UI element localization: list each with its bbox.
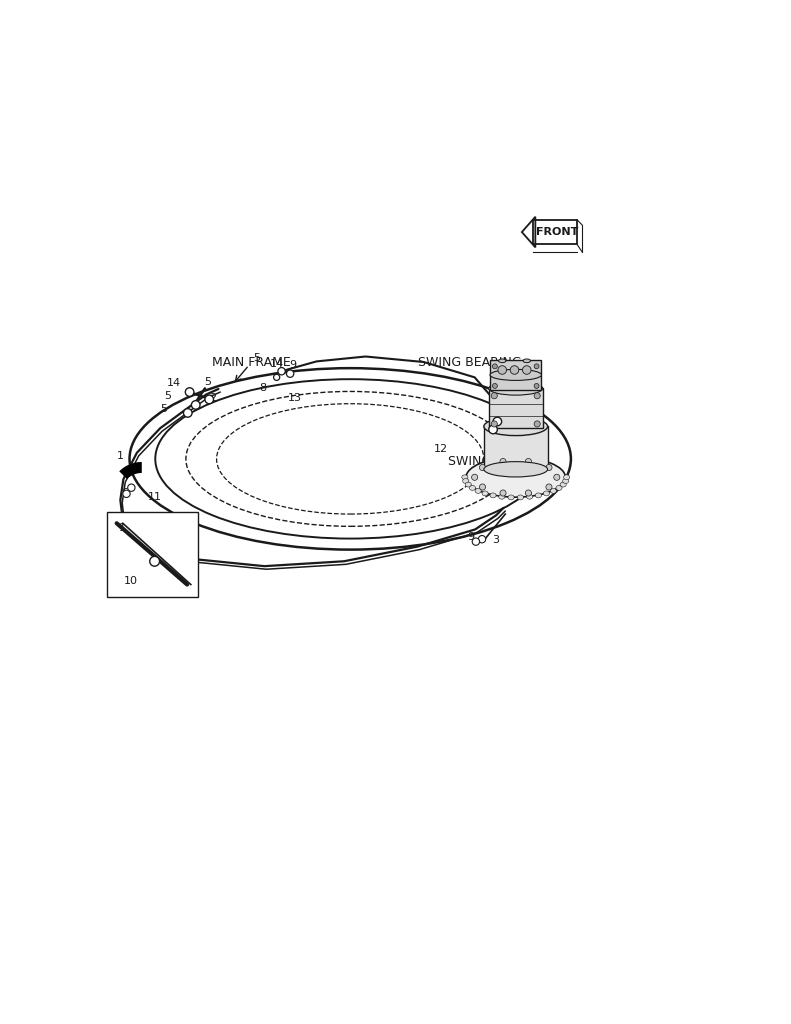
Circle shape <box>493 383 498 388</box>
Text: 6: 6 <box>122 487 129 498</box>
Text: 12: 12 <box>434 444 448 454</box>
Circle shape <box>500 489 506 496</box>
Circle shape <box>123 490 131 498</box>
Circle shape <box>127 484 135 492</box>
Ellipse shape <box>543 490 550 496</box>
Text: SWING BEARING: SWING BEARING <box>418 356 521 369</box>
Circle shape <box>491 392 498 398</box>
Circle shape <box>274 375 280 380</box>
Ellipse shape <box>489 382 543 395</box>
Text: 14: 14 <box>167 379 180 388</box>
Text: 9: 9 <box>467 531 475 542</box>
Circle shape <box>498 366 506 375</box>
Circle shape <box>534 364 539 369</box>
Circle shape <box>149 556 160 566</box>
Text: 11: 11 <box>148 492 162 502</box>
Circle shape <box>491 421 498 427</box>
Ellipse shape <box>536 493 542 498</box>
Circle shape <box>500 459 506 465</box>
Circle shape <box>493 417 501 426</box>
Circle shape <box>472 538 479 546</box>
Text: 5: 5 <box>161 403 168 414</box>
Text: 9: 9 <box>289 360 296 370</box>
Circle shape <box>191 400 200 410</box>
Text: 2: 2 <box>209 392 216 402</box>
Ellipse shape <box>563 475 570 479</box>
Ellipse shape <box>523 359 531 362</box>
Circle shape <box>489 425 498 434</box>
Text: 5: 5 <box>165 391 172 401</box>
Ellipse shape <box>475 488 481 494</box>
Ellipse shape <box>482 490 488 496</box>
Text: SWING DEVICE: SWING DEVICE <box>448 456 541 468</box>
Ellipse shape <box>469 485 475 490</box>
Text: 1: 1 <box>117 451 124 461</box>
Circle shape <box>525 489 532 496</box>
Text: 3: 3 <box>493 536 500 546</box>
Ellipse shape <box>508 495 514 500</box>
FancyBboxPatch shape <box>490 360 542 389</box>
Circle shape <box>185 388 194 396</box>
Text: 1: 1 <box>119 522 127 532</box>
Circle shape <box>534 421 540 427</box>
Text: 14: 14 <box>270 358 284 369</box>
Circle shape <box>546 465 552 471</box>
Circle shape <box>534 392 540 398</box>
Ellipse shape <box>556 485 562 490</box>
FancyBboxPatch shape <box>484 426 547 469</box>
Text: MAIN FRAME: MAIN FRAME <box>211 356 290 369</box>
Circle shape <box>525 459 532 465</box>
Ellipse shape <box>551 488 556 494</box>
Circle shape <box>493 364 498 369</box>
Circle shape <box>278 368 286 375</box>
Circle shape <box>471 474 478 480</box>
Ellipse shape <box>490 370 542 380</box>
Ellipse shape <box>463 478 469 483</box>
Ellipse shape <box>466 458 566 498</box>
Text: 5: 5 <box>254 352 260 362</box>
Circle shape <box>184 409 192 417</box>
Circle shape <box>534 383 539 388</box>
Circle shape <box>510 366 519 375</box>
Ellipse shape <box>484 417 547 435</box>
Circle shape <box>205 395 214 403</box>
Circle shape <box>479 484 486 490</box>
Ellipse shape <box>499 495 505 499</box>
Text: FRONT: FRONT <box>536 227 578 238</box>
Ellipse shape <box>517 495 524 500</box>
Ellipse shape <box>498 359 506 362</box>
FancyBboxPatch shape <box>489 388 543 428</box>
Text: 8: 8 <box>259 383 267 393</box>
Text: Serial No.
5001 ~ 7944: Serial No. 5001 ~ 7944 <box>110 573 183 595</box>
Ellipse shape <box>527 495 532 499</box>
Ellipse shape <box>490 493 496 498</box>
Circle shape <box>479 465 486 471</box>
Polygon shape <box>119 462 142 479</box>
Ellipse shape <box>465 482 471 487</box>
Text: 13: 13 <box>288 393 302 403</box>
Text: 10: 10 <box>123 577 138 587</box>
Circle shape <box>286 370 293 378</box>
Ellipse shape <box>562 478 569 483</box>
Ellipse shape <box>560 482 566 487</box>
Ellipse shape <box>462 475 468 479</box>
Text: 5: 5 <box>205 377 211 387</box>
Circle shape <box>546 484 552 490</box>
Ellipse shape <box>484 462 547 477</box>
Circle shape <box>554 474 560 480</box>
Circle shape <box>523 366 531 375</box>
FancyBboxPatch shape <box>108 512 199 597</box>
Circle shape <box>479 536 486 543</box>
